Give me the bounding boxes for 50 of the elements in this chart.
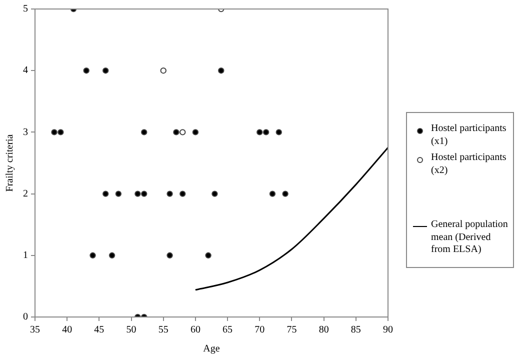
legend-label: Hostel participants (x2) <box>431 152 508 177</box>
x-tick-label: 45 <box>94 324 104 336</box>
point <box>205 252 212 258</box>
point <box>141 129 148 136</box>
y-tick-label: 1 <box>23 250 28 262</box>
point <box>173 129 180 136</box>
point <box>83 68 90 74</box>
point <box>166 252 173 258</box>
point <box>115 190 122 197</box>
point <box>108 252 116 258</box>
point <box>160 68 166 74</box>
legend-label: General population mean (Derived from ELSA) <box>431 219 509 256</box>
point <box>90 252 96 258</box>
y-tick-label: 5 <box>23 4 28 15</box>
y-tick-label: 2 <box>23 188 28 200</box>
x-tick-label: 75 <box>286 324 297 336</box>
y-tick-label: 3 <box>23 126 28 138</box>
x-tick-label: 55 <box>158 324 168 336</box>
x-tick-label: 80 <box>318 324 329 336</box>
point <box>269 190 276 197</box>
point <box>282 190 288 197</box>
point <box>134 190 141 197</box>
y-axis-title: Frailty criteria <box>4 134 16 192</box>
x-tick-label: 85 <box>350 324 361 336</box>
x-axis-title: Age <box>203 344 220 355</box>
point <box>102 68 109 74</box>
point <box>276 129 282 136</box>
point <box>218 68 224 74</box>
line-series <box>194 146 388 291</box>
x-tick-label: 40 <box>62 324 72 336</box>
x-tick-label: 50 <box>126 324 136 336</box>
point <box>166 190 173 197</box>
y-tick-label: 0 <box>23 312 28 323</box>
point <box>141 190 148 197</box>
point <box>58 129 64 136</box>
point <box>256 129 263 136</box>
point <box>102 190 109 197</box>
x-tick-label: 35 <box>30 324 40 336</box>
legend-label: Hostel participants (x1) <box>431 123 508 148</box>
x-tick-label: 65 <box>222 324 233 336</box>
point <box>262 129 270 136</box>
point <box>180 129 186 136</box>
y-tick-label: 4 <box>23 65 28 76</box>
point <box>192 129 199 136</box>
x-tick-label: 70 <box>254 324 265 336</box>
point <box>51 129 58 136</box>
x-tick-label: 60 <box>190 324 200 336</box>
point <box>180 190 186 197</box>
point <box>212 190 218 197</box>
x-tick-label: 90 <box>383 324 393 336</box>
